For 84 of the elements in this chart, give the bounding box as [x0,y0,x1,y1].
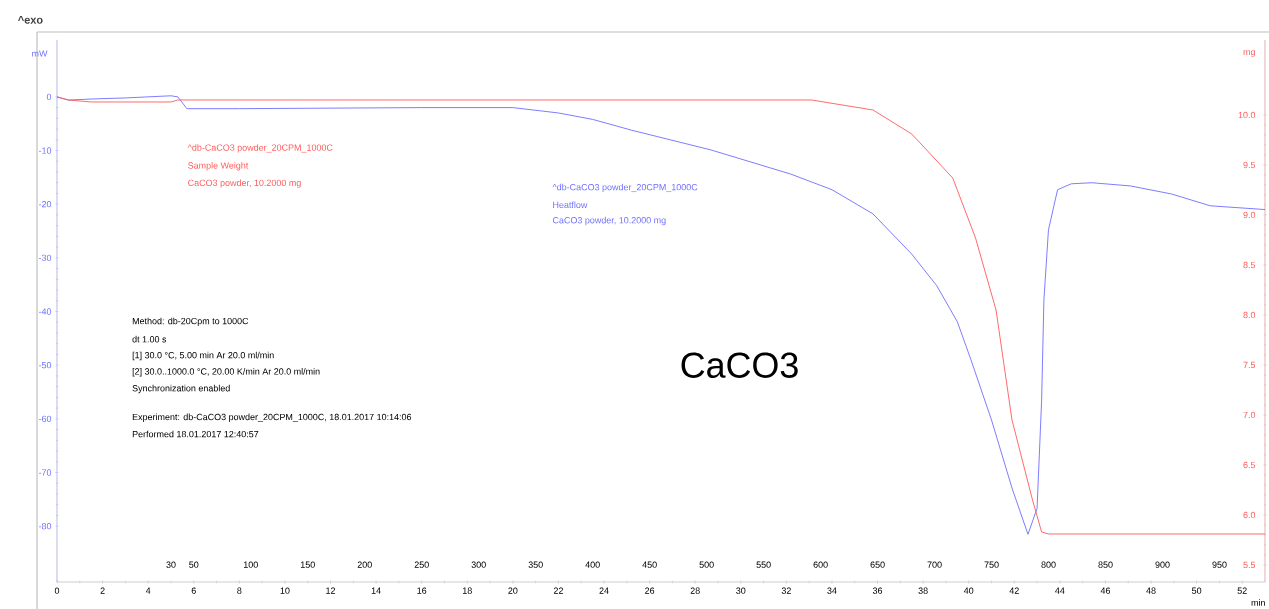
annotation: CaCO3 [681,352,798,378]
x-tick-label: 34 [827,587,837,594]
x2-tick-label: 700 [927,561,942,568]
x-tick-label: 30 [736,587,746,594]
x-tick-label: 50 [1191,587,1202,594]
x2-tick-label: 200 [357,561,372,568]
x2-tick-label: 450 [642,561,657,568]
y-tick-label: -50 [38,362,52,369]
x2-tick-label: 650 [870,561,885,568]
x2-tick-label: 350 [528,561,543,568]
annotation: [2] 30.0..1000.0 °C, 20.00 K/min Ar 20.0 ml/min [132,368,320,377]
x2-tick-label: 50 [189,561,199,568]
x2-tick-label: 550 [756,561,771,568]
text: Heatflow [553,201,588,209]
y-tick-label: -20 [38,201,52,208]
x2-tick-label: 600 [813,561,828,568]
x2-tick-label: 400 [585,561,600,568]
x-tick-label: 36 [872,587,883,594]
x-tick-label: 44 [1055,587,1065,594]
x-tick-label: 40 [963,587,974,594]
x2-tick-label: 150 [300,561,315,568]
x-tick-label: 8 [237,587,242,594]
x2-tick-label: 100 [243,561,258,568]
annotation: ^db-CaCO3 powder_20CPM_1000C [552,183,698,193]
y2-tick-label: 7.5 [1243,361,1256,369]
x-tick-label: 18 [462,587,472,594]
x2-tick-label: 950 [1212,561,1227,568]
annotation: Synchronization enabled [132,384,230,394]
x-tick-label: 16 [417,587,427,594]
annotation: ^db-CaCO3 powder_20CPM_1000C [187,144,333,153]
x-tick-label: 22 [553,587,563,594]
x-tick-label: 28 [690,587,700,594]
x-tick-label: 14 [371,587,381,594]
x-tick-label: 38 [918,587,928,594]
text: Sample Weight [188,162,249,171]
x-tick-label: 4 [145,587,151,594]
y2-tick-label: 8.0 [1243,311,1256,319]
annotation: Experiment: db-CaCO3 powder_20CPM_1000C, 18.01.2017 10:14:06 [132,413,412,422]
annotation: dt 1.00 s [132,335,167,343]
x2-tick-label: 300 [471,561,486,568]
x2-tick-label: 900 [1155,561,1170,568]
y-tick-label: -40 [38,308,52,315]
text: ^exo [18,16,43,24]
x-tick-label: 0 [54,587,60,594]
y2-tick-label: 6.0 [1243,511,1256,519]
x-tick-label: 2 [100,587,105,594]
x-tick-label: 6 [191,587,196,594]
x-tick-label: 42 [1009,587,1019,594]
annotation: Performed 18.01.2017 12:40:57 [132,430,259,438]
x2-tick-label: 800 [1041,561,1056,568]
y2-tick-label: 9.5 [1243,161,1256,169]
x-tick-label: 12 [326,587,336,594]
y2-tick-label: 8.5 [1243,261,1256,269]
y-tick-label: 0 [46,93,52,101]
x-tick-label: 20 [508,587,518,594]
annotation: CaCO3 powder, 10.2000 mg [188,179,301,188]
x2-tick-label: 750 [984,561,999,568]
y-tick-label: -70 [38,469,52,476]
y-tick-label: -30 [38,254,52,262]
y-tick-label: -10 [38,147,52,154]
y2-tick-label: 9.0 [1243,211,1256,219]
x2-tick-label: 30 [166,561,176,568]
y-tick-label: -60 [38,415,52,423]
y2-axis-title: mg [1243,50,1255,57]
annotation: Method: db-20Cpm to 1000C [132,317,249,326]
x-tick-label: 52 [1237,587,1247,594]
x-tick-label: 32 [781,587,791,594]
x-tick-label: 24 [599,587,609,594]
y2-tick-label: 6.5 [1243,461,1256,469]
y2-tick-label: 5.5 [1243,561,1256,569]
x2-tick-label: 850 [1098,561,1113,568]
x-axis-title: min [1251,599,1265,606]
y2-tick-label: 10.0 [1238,111,1256,119]
y-axis-title: mW [32,50,48,57]
y-tick-label: -80 [38,523,52,530]
x-tick-label: 26 [645,587,655,594]
x-tick-label: 48 [1146,587,1156,594]
x-tick-label: 46 [1100,587,1111,594]
x2-tick-label: 500 [699,561,714,568]
annotation: CaCO3 powder, 10.2000 mg [552,216,666,226]
x-tick-label: 10 [280,587,290,594]
annotation: [1] 30.0 °C, 5.00 min Ar 20.0 ml/min [132,351,274,361]
x2-tick-label: 250 [414,561,429,568]
y2-tick-label: 7.0 [1243,411,1256,419]
